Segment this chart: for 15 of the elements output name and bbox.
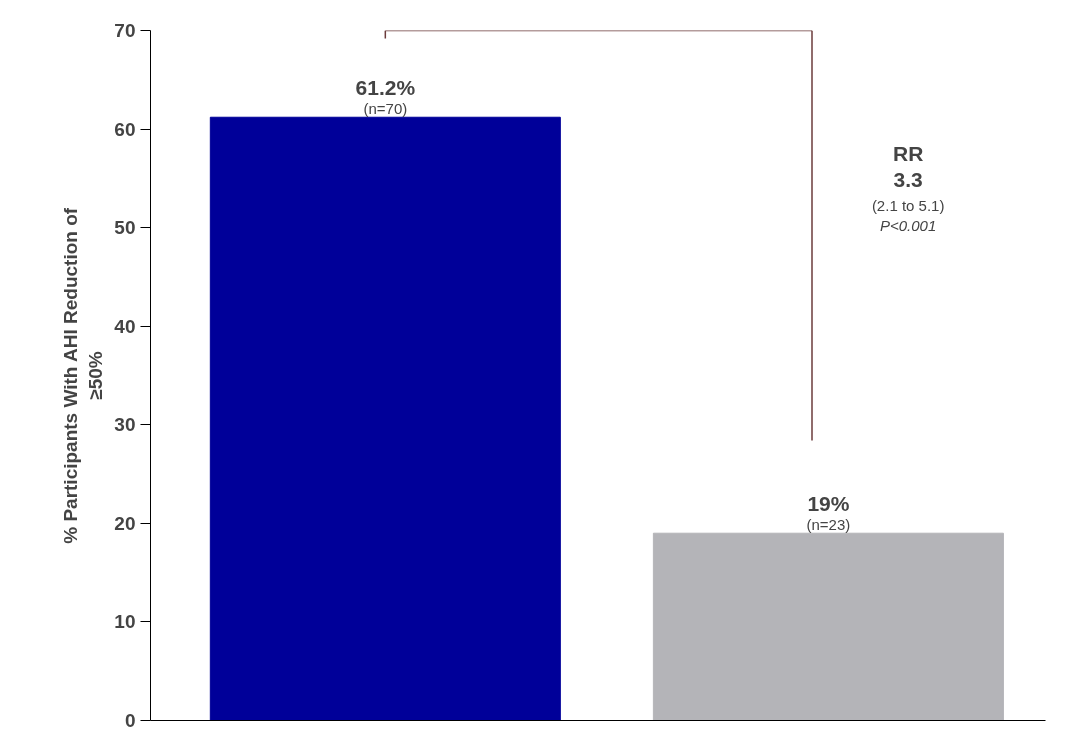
y-tick-label: 20 bbox=[114, 512, 136, 534]
annotation: P<0.001 bbox=[880, 217, 937, 235]
y-tick-label: 10 bbox=[114, 611, 136, 633]
y-tick-label: 50 bbox=[114, 217, 136, 239]
y-tick-label: 40 bbox=[114, 315, 136, 337]
annotation: (2.1 to 5.1) bbox=[871, 197, 945, 215]
y-tick-label: 60 bbox=[114, 118, 136, 140]
y-tick-label: 0 bbox=[124, 710, 136, 731]
annotation: RR bbox=[892, 142, 924, 166]
data-label: 61.2% (n=70) bbox=[355, 76, 416, 118]
annotation: 3.3 bbox=[893, 167, 923, 191]
data-label: 19% (n=23) bbox=[806, 492, 851, 534]
y-tick-label: 70 bbox=[114, 20, 136, 41]
y-axis-title: % Participants With AHI Reduction of ≥50% bbox=[60, 207, 107, 544]
y-tick-label: 30 bbox=[114, 414, 136, 436]
